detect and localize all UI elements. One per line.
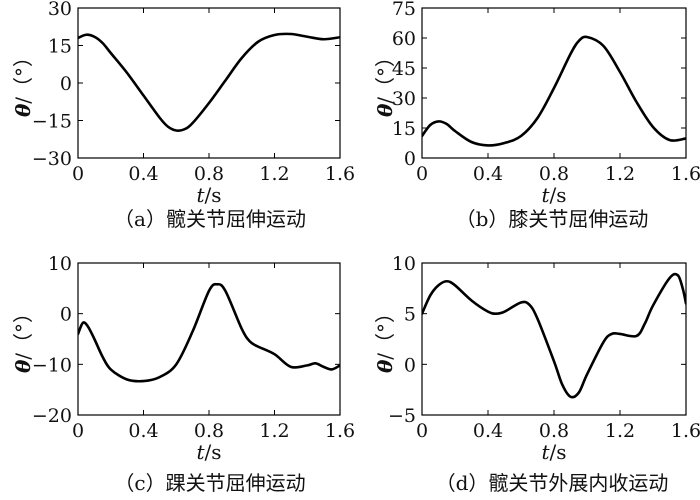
y-tick-label: 10: [392, 253, 416, 275]
x-tick-label: 0.8: [539, 420, 569, 442]
x-axis-label: t/s: [196, 183, 221, 207]
x-tick-label: 0: [72, 420, 84, 442]
y-tick-label: −20: [32, 405, 72, 427]
x-axis-label: t/s: [541, 183, 566, 207]
x-tick-label: 0: [416, 420, 428, 442]
x-tick-label: 1.2: [259, 163, 289, 185]
data-series-line: [422, 272, 686, 399]
y-tick-label: 15: [48, 36, 72, 58]
y-tick-label: −10: [32, 354, 72, 376]
x-tick-label: 1.6: [325, 163, 355, 185]
plot-frame: [77, 7, 341, 159]
panel-caption: （c）踝关节屈伸运动: [114, 471, 305, 495]
y-axis-label: θ/（°）: [11, 303, 35, 373]
x-tick-label: 0.8: [194, 420, 224, 442]
panel-caption: （b）膝关节屈伸运动: [456, 207, 649, 231]
x-tick-label: 1.6: [671, 163, 700, 185]
data-series-line: [78, 32, 340, 132]
y-tick-label: 0: [60, 73, 72, 95]
y-tick-label: 0: [404, 354, 416, 376]
y-tick-label: 0: [60, 304, 72, 326]
x-tick-label: 0.4: [128, 163, 158, 185]
x-tick-label: 0.4: [473, 163, 503, 185]
x-tick-label: 1.2: [605, 163, 635, 185]
panel-caption: （a）髋关节屈伸运动: [114, 207, 306, 231]
panel-caption: （d）髋关节外展内收运动: [436, 471, 669, 495]
y-tick-label: −15: [32, 111, 72, 133]
x-tick-label: 1.6: [325, 420, 355, 442]
panel-a: 0 0.4 0.8 1.2 1.6 30 15 0 −15 −30 t/s θ/（°） （a）髋关节屈伸…: [11, 0, 355, 231]
x-tick-label: 0.4: [473, 420, 503, 442]
y-tick-label: 45: [392, 58, 416, 80]
y-tick-label: 10: [48, 253, 72, 275]
x-axis-label: t/s: [196, 440, 221, 464]
y-tick-label: 0: [404, 148, 416, 170]
y-tick-label: 75: [392, 0, 416, 20]
y-axis-label: θ/（°）: [11, 47, 35, 117]
y-axis-label: θ/（°）: [373, 47, 397, 117]
y-tick-label: 30: [48, 0, 72, 20]
x-tick-label: 0.8: [539, 163, 569, 185]
panel-b: 0 0.4 0.8 1.2 1.6 75 60 45 30 15 0 t/s θ/（°） （b）膝关节屈伸…: [373, 0, 700, 231]
panel-c: 0 0.4 0.8 1.2 1.6 10 0 −10 −20 t/s θ/（°） （c）踝关节屈伸运动: [11, 253, 355, 495]
plot-frame: [421, 262, 687, 416]
x-tick-label: 1.2: [259, 420, 289, 442]
x-tick-label: 0.8: [194, 163, 224, 185]
data-series-line: [78, 282, 340, 383]
x-tick-label: 1.6: [671, 420, 700, 442]
y-tick-label: −30: [32, 148, 72, 170]
x-axis-label: t/s: [541, 440, 566, 464]
y-axis-label: θ/（°）: [373, 303, 397, 373]
y-tick-label: 60: [392, 28, 416, 50]
y-tick-label: 30: [392, 88, 416, 110]
y-tick-label: 5: [404, 304, 416, 326]
x-tick-label: 0: [416, 163, 428, 185]
x-tick-label: 0.4: [128, 420, 158, 442]
x-tick-label: 0: [72, 163, 84, 185]
data-series-line: [422, 35, 686, 147]
y-tick-label: 15: [392, 118, 416, 140]
y-tick-label: −5: [388, 405, 416, 427]
x-tick-label: 1.2: [605, 420, 635, 442]
plot-frame: [77, 262, 341, 416]
